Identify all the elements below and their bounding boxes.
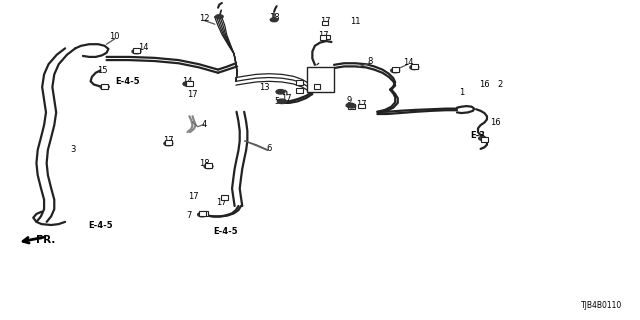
Text: 8: 8 [367, 57, 372, 66]
Text: 17: 17 [312, 80, 322, 89]
Bar [392, 67, 399, 72]
Text: E-4-5: E-4-5 [213, 227, 238, 236]
Text: E-3: E-3 [470, 131, 486, 140]
Bar [314, 84, 320, 89]
Bar [323, 35, 330, 39]
Circle shape [132, 49, 141, 54]
Circle shape [276, 90, 285, 94]
Text: 18: 18 [269, 13, 280, 22]
Circle shape [410, 65, 419, 69]
Text: 13: 13 [259, 83, 269, 92]
Circle shape [183, 82, 192, 86]
Bar [348, 104, 355, 108]
Bar [133, 48, 140, 53]
Circle shape [198, 212, 207, 217]
Bar [320, 36, 326, 40]
Bar [296, 88, 303, 93]
Text: 3: 3 [70, 145, 76, 154]
Circle shape [270, 18, 278, 22]
Circle shape [391, 68, 399, 73]
Text: 12: 12 [199, 14, 209, 23]
Bar [221, 195, 228, 200]
Text: 17: 17 [282, 94, 292, 103]
Text: 17: 17 [356, 100, 367, 109]
Text: 17: 17 [320, 17, 330, 26]
Text: 16: 16 [479, 80, 490, 89]
Text: 2: 2 [497, 80, 502, 89]
Bar [198, 212, 205, 216]
Circle shape [277, 99, 286, 104]
Text: 11: 11 [350, 17, 360, 26]
Text: 6: 6 [266, 144, 272, 153]
Text: 9: 9 [346, 96, 351, 105]
Bar [296, 80, 303, 85]
Text: TJB4B0110: TJB4B0110 [581, 301, 623, 310]
Bar [322, 20, 328, 25]
Circle shape [204, 164, 213, 169]
Text: 15: 15 [97, 66, 108, 75]
Text: 5: 5 [274, 97, 279, 106]
Text: 7: 7 [187, 211, 192, 220]
Text: 14: 14 [182, 77, 193, 86]
Circle shape [216, 15, 223, 19]
Text: E-4-5: E-4-5 [88, 220, 113, 229]
Text: 10: 10 [109, 32, 120, 41]
Text: FR.: FR. [36, 235, 56, 245]
Text: 14: 14 [138, 43, 148, 52]
Bar [186, 81, 193, 86]
Circle shape [164, 141, 173, 146]
Text: 17: 17 [216, 198, 227, 207]
Circle shape [346, 103, 355, 108]
Bar [358, 104, 365, 108]
Circle shape [479, 137, 486, 140]
Bar [481, 137, 488, 142]
Text: 1: 1 [459, 88, 464, 97]
Text: 14: 14 [403, 58, 413, 67]
Circle shape [100, 85, 109, 89]
Circle shape [348, 104, 356, 108]
Text: E-4-5: E-4-5 [115, 77, 140, 86]
Bar [101, 84, 108, 89]
Text: 16: 16 [490, 118, 500, 127]
Text: 17: 17 [318, 31, 328, 40]
Bar [200, 212, 207, 216]
Text: 17: 17 [189, 192, 199, 201]
Bar [307, 67, 334, 92]
Bar [165, 140, 172, 145]
Bar [205, 163, 212, 168]
Text: 14: 14 [312, 67, 322, 76]
Text: 17: 17 [163, 136, 173, 146]
Text: 4: 4 [202, 120, 207, 129]
Bar [411, 64, 418, 69]
Text: 17: 17 [188, 90, 198, 99]
Text: 18: 18 [198, 159, 209, 168]
